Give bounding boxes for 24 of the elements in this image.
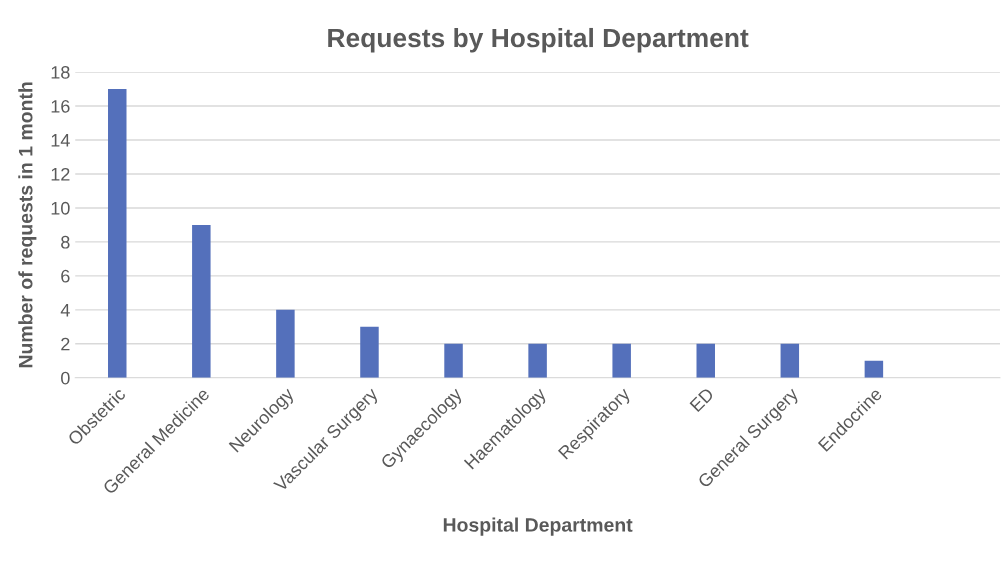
y-tick-label: 10 xyxy=(51,201,70,215)
bar xyxy=(612,343,631,378)
bar xyxy=(528,343,547,378)
y-tick-label: 14 xyxy=(51,134,70,147)
y-tick-label: 12 xyxy=(51,167,70,181)
bar xyxy=(696,343,715,378)
y-tick-label: 0 xyxy=(61,371,70,385)
bar xyxy=(108,89,127,378)
y-tick-label: 18 xyxy=(51,66,70,79)
y-tick-label: 8 xyxy=(61,235,70,249)
x-tick-label: ED xyxy=(689,387,715,413)
x-axis-title: Hospital Department xyxy=(443,517,633,536)
y-tick-label: 16 xyxy=(51,99,70,113)
bar xyxy=(276,309,295,378)
bar xyxy=(780,343,800,378)
bar xyxy=(864,360,884,378)
bar xyxy=(360,326,379,378)
y-tick-label: 4 xyxy=(60,303,70,317)
bar xyxy=(444,343,463,378)
y-tick-label: 6 xyxy=(61,269,70,283)
y-axis-title: Number of requests in 1 month xyxy=(18,82,37,368)
bar xyxy=(192,224,211,378)
y-tick-label: 2 xyxy=(61,337,70,351)
chart-title: Requests by Hospital Department xyxy=(328,27,749,53)
